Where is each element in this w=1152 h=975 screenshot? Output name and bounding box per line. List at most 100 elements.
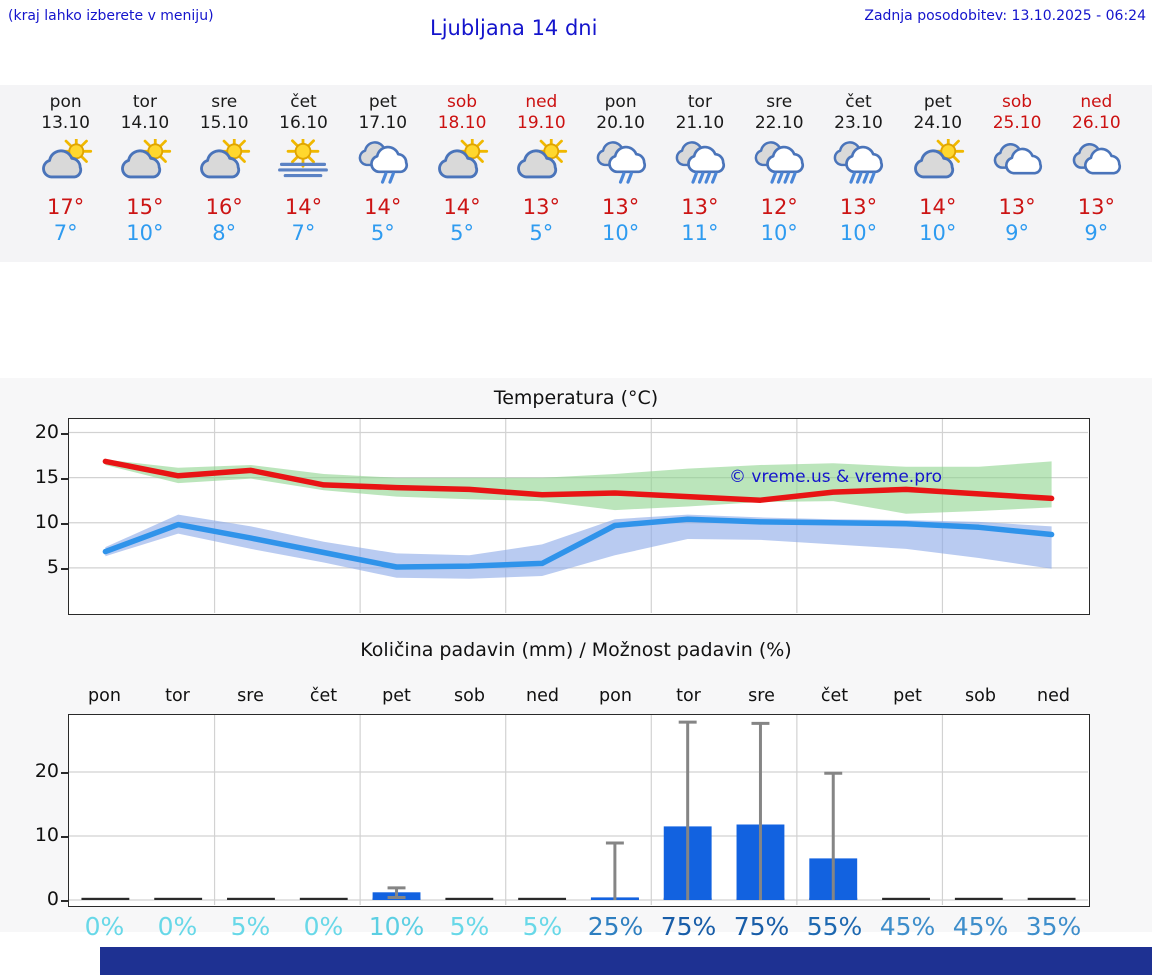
day-date: 16.10 — [279, 113, 328, 133]
precip-probability: 5% — [522, 912, 563, 941]
low-temp: 5° — [450, 221, 474, 245]
low-temp: 8° — [212, 221, 237, 245]
precip-day-label: pet — [382, 686, 411, 706]
day-date: 26.10 — [1072, 113, 1121, 133]
low-temp: 9° — [1005, 221, 1029, 245]
forecast-day: pet 17.10 14° 5° — [343, 92, 422, 256]
day-date: 14.10 — [120, 113, 170, 133]
day-name: pon — [49, 92, 82, 112]
precip-day-label: pon — [599, 686, 632, 706]
precip-probability: 55% — [806, 912, 863, 941]
precip-axis-tick-label: 10 — [34, 824, 59, 846]
precip-day-label: tor — [676, 686, 701, 706]
day-date: 21.10 — [675, 113, 725, 133]
sun-cloud-icon — [502, 134, 581, 190]
sun-cloud-icon — [105, 134, 184, 190]
precip-probability: 75% — [733, 912, 790, 941]
day-name: pet — [368, 92, 397, 112]
high-temp: 13° — [998, 195, 1036, 219]
low-temp: 10° — [919, 221, 957, 245]
forecast-day: tor 21.10 13° 11° — [660, 92, 739, 256]
sun-cloud-icon — [422, 134, 501, 190]
high-temp: 14° — [284, 195, 323, 219]
day-name: čet — [290, 92, 317, 112]
page-title: Ljubljana 14 dni — [430, 16, 598, 40]
precip-day-label: sob — [965, 686, 996, 706]
menu-note-link[interactable]: (kraj lahko izberete v meniju) — [8, 8, 214, 24]
precip-day-label: čet — [309, 686, 338, 706]
precip-probability: 45% — [879, 912, 936, 941]
low-temp: 10° — [760, 221, 798, 245]
high-temp: 14° — [443, 195, 481, 219]
temperature-plot — [69, 419, 1088, 613]
sun-cloud-icon — [898, 134, 977, 190]
precip-probability: 0% — [303, 912, 344, 941]
rain-icon — [660, 134, 739, 190]
forecast-day: sob 18.10 14° 5° — [422, 92, 501, 256]
temp-axis-tick-label: 10 — [34, 511, 59, 533]
forecast-day: pon 20.10 13° 10° — [581, 92, 660, 256]
high-temp: 13° — [522, 195, 560, 219]
low-temp: 7° — [291, 221, 316, 245]
precip-probability: 45% — [952, 912, 1009, 941]
day-name: sob — [447, 92, 478, 112]
day-date: 15.10 — [199, 113, 249, 133]
day-date: 22.10 — [754, 113, 804, 133]
low-temp: 5° — [529, 221, 554, 245]
precip-day-labels: pon tor sre čet pet sob ned pon tor sre čet pet sob n… — [68, 670, 1090, 710]
precip-day-label: sob — [454, 686, 485, 706]
precip-axis-tick-label: 0 — [46, 888, 59, 910]
precip-day-label: sre — [237, 686, 264, 706]
day-name: ned — [525, 92, 558, 112]
rain-light-icon — [343, 134, 422, 190]
precip-day-label: čet — [820, 686, 849, 706]
high-temp: 15° — [126, 195, 164, 219]
forecast-day: ned 26.10 13° 9° — [1057, 92, 1136, 256]
precip-day-label: ned — [526, 686, 559, 706]
sun-cloud-icon — [26, 134, 105, 190]
high-temp: 13° — [1077, 195, 1115, 219]
precip-probability: 5% — [230, 912, 271, 941]
forecast-day: sre 22.10 12° 10° — [740, 92, 819, 256]
forecast-day: čet 16.10 14° 7° — [264, 92, 343, 256]
rain-light-icon — [581, 134, 660, 190]
precip-probability: 75% — [660, 912, 717, 941]
day-name: pon — [604, 92, 637, 112]
forecast-day: pon 13.10 17° 7° — [26, 92, 105, 256]
day-date: 24.10 — [913, 113, 963, 133]
day-name: ned — [1080, 92, 1113, 112]
day-name: tor — [132, 92, 157, 112]
day-date: 19.10 — [517, 113, 566, 133]
watermark-text: © vreme.us & vreme.pro — [729, 467, 943, 487]
precip-day-label: tor — [165, 686, 190, 706]
forecast-day: sre 15.10 16° 8° — [185, 92, 264, 256]
precip-probability-row: 0% 0% 5% 0% 10% 5% 5% 25% 75% 75% 55% 45% 45% 35% — [68, 907, 1090, 941]
sun-fog-icon — [264, 134, 343, 190]
high-temp: 13° — [839, 195, 878, 219]
day-name: pet — [923, 92, 952, 112]
temperature-chart: 5 10 15 20 © vreme.us & vreme.pro — [35, 418, 1090, 615]
temp-axis-tick-label: 20 — [34, 421, 59, 443]
day-date: 25.10 — [992, 113, 1042, 133]
day-date: 17.10 — [358, 113, 408, 133]
bottom-banner-bar — [100, 947, 1152, 975]
precip-probability: 0% — [157, 912, 198, 941]
precip-chart: 0 10 20 — [35, 714, 1090, 910]
precip-plot — [69, 715, 1088, 905]
cloudy-icon — [1057, 134, 1136, 190]
cloudy-icon — [977, 134, 1056, 190]
precip-probability: 5% — [449, 912, 490, 941]
day-name: sre — [211, 92, 238, 112]
precip-probability: 10% — [368, 912, 425, 941]
day-name: čet — [845, 92, 872, 112]
forecast-day: tor 14.10 15° 10° — [105, 92, 184, 256]
day-name: sre — [766, 92, 793, 112]
high-temp: 17° — [47, 195, 85, 219]
low-temp: 10° — [839, 221, 878, 245]
precip-probability: 35% — [1025, 912, 1082, 941]
temperature-chart-title: Temperatura (°C) — [493, 387, 659, 409]
low-temp: 7° — [53, 221, 78, 245]
day-date: 18.10 — [437, 113, 487, 133]
precip-day-label: pet — [893, 686, 922, 706]
high-temp: 16° — [205, 195, 243, 219]
